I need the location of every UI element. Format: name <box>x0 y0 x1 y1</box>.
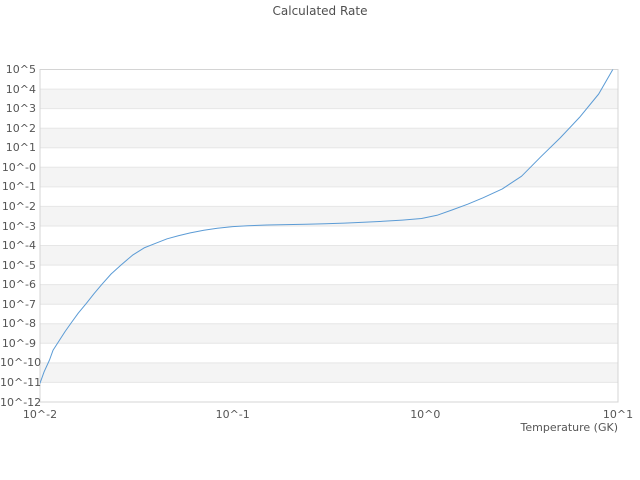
y-tick-label: 10^-8 <box>1 317 36 331</box>
y-tick-label: 10^-7 <box>1 297 36 311</box>
y-tick-label: 10^-5 <box>1 258 36 272</box>
rate-curve <box>40 69 614 384</box>
y-tick-label: 10^-12 <box>0 395 42 409</box>
decade-bands <box>40 89 618 383</box>
y-tick-label: 10^1 <box>5 141 36 155</box>
y-tick-label: 10^-9 <box>1 336 36 350</box>
gridlines <box>40 69 618 403</box>
x-tick-label: 10^0 <box>410 408 441 421</box>
x-tick-label: 10^1 <box>602 408 634 421</box>
x-tick-label: 10^-2 <box>22 408 58 421</box>
y-tick-label: 10^3 <box>5 102 36 116</box>
y-tick-label: 10^-0 <box>1 160 36 174</box>
y-tick-label: 10^2 <box>5 121 36 135</box>
y-tick-label: 10^-4 <box>1 239 36 252</box>
y-tick-label: 10^-3 <box>1 219 36 233</box>
y-tick-label: 10^-10 <box>0 356 42 370</box>
chart-title: Calculated Rate <box>272 4 368 18</box>
x-axis-label: Temperature (GK) <box>520 421 619 434</box>
y-tick-label: 10^-11 <box>0 375 42 389</box>
y-tick-label: 10^-1 <box>1 180 36 194</box>
plot-border <box>39 69 619 403</box>
y-tick-label: 10^5 <box>5 63 36 76</box>
x-tick-label: 10^-1 <box>215 408 250 421</box>
y-tick-label: 10^-2 <box>1 199 36 213</box>
y-tick-label: 10^4 <box>5 82 36 96</box>
y-tick-label: 10^-6 <box>1 278 36 292</box>
